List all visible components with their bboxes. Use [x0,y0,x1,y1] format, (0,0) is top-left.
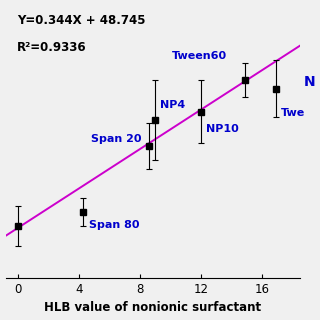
Text: Y=0.344X + 48.745: Y=0.344X + 48.745 [17,14,146,27]
Text: Span 80: Span 80 [89,220,139,230]
Text: Tween60: Tween60 [172,51,227,61]
Text: N: N [303,75,315,89]
X-axis label: HLB value of nonionic surfactant: HLB value of nonionic surfactant [44,301,261,315]
Text: NP4: NP4 [160,100,185,109]
Text: Span 20: Span 20 [91,134,141,144]
Text: Twe: Twe [281,108,305,118]
Text: NP10: NP10 [206,124,238,134]
Text: R²=0.9336: R²=0.9336 [17,41,87,54]
